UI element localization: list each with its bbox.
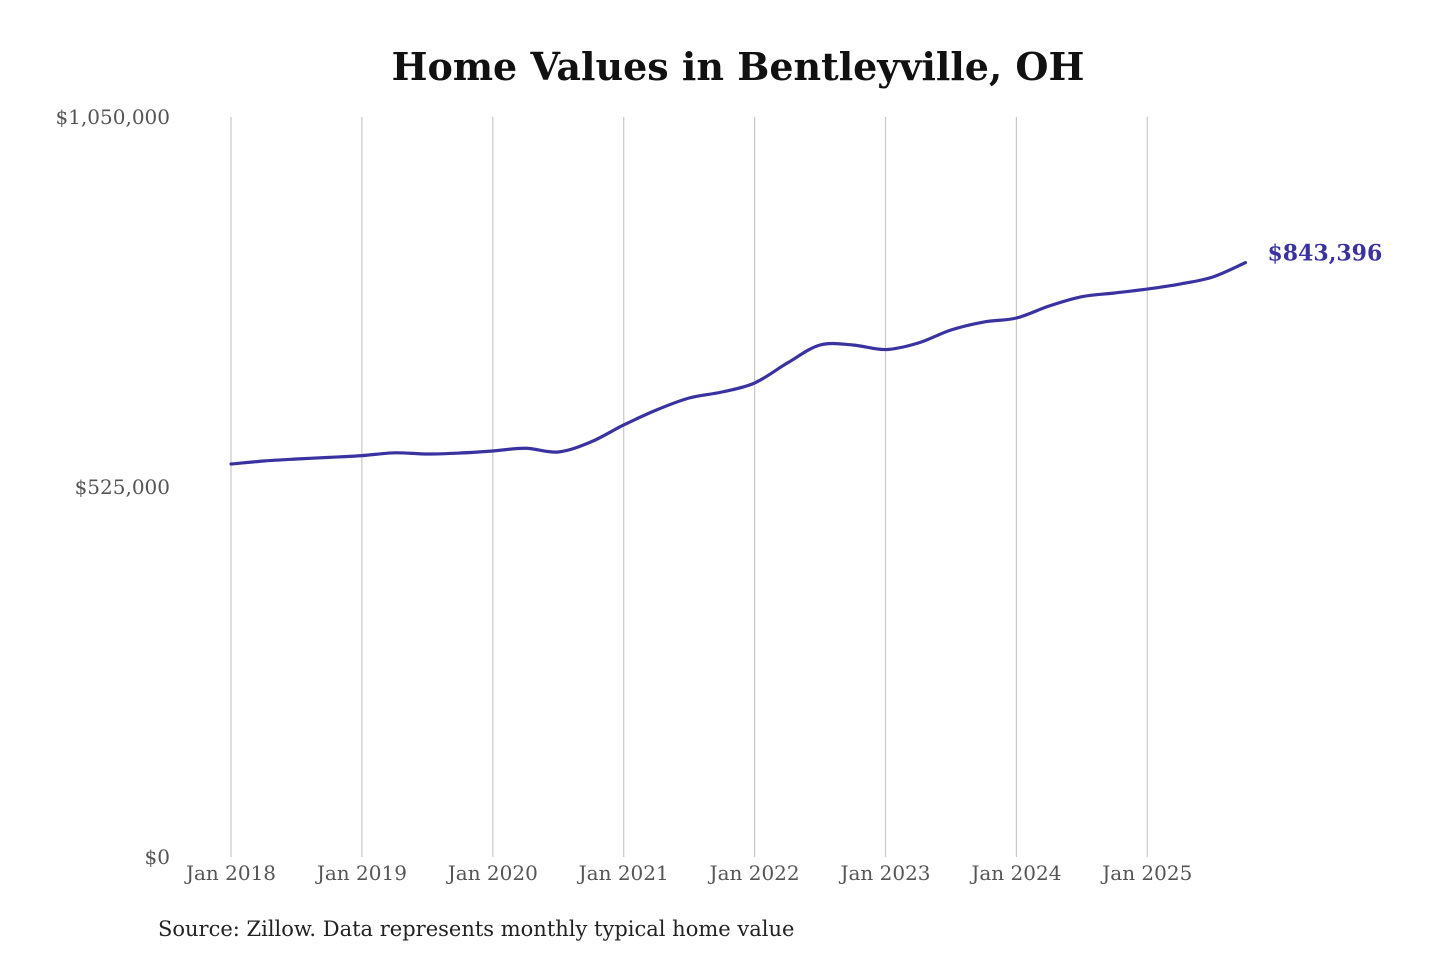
x-tick-label: Jan 2025 — [1100, 861, 1192, 885]
end-value-label: $843,396 — [1267, 241, 1382, 267]
x-tick-label: Jan 2024 — [969, 861, 1061, 885]
x-tick-label: Jan 2023 — [838, 861, 930, 885]
series-line — [229, 261, 1248, 466]
x-tick-label: Jan 2020 — [446, 861, 538, 885]
x-tick-label: Jan 2019 — [315, 861, 407, 885]
chart-title: Home Values in Bentleyville, OH — [391, 44, 1085, 89]
x-tick-label: Jan 2018 — [184, 861, 276, 885]
x-tick-label: Jan 2021 — [577, 861, 669, 885]
y-tick-label: $525,000 — [75, 475, 170, 499]
y-tick-label: $0 — [145, 845, 170, 869]
y-tick-label: $1,050,000 — [55, 105, 170, 129]
source-note: Source: Zillow. Data represents monthly … — [158, 917, 795, 941]
x-tick-label: Jan 2022 — [708, 861, 800, 885]
